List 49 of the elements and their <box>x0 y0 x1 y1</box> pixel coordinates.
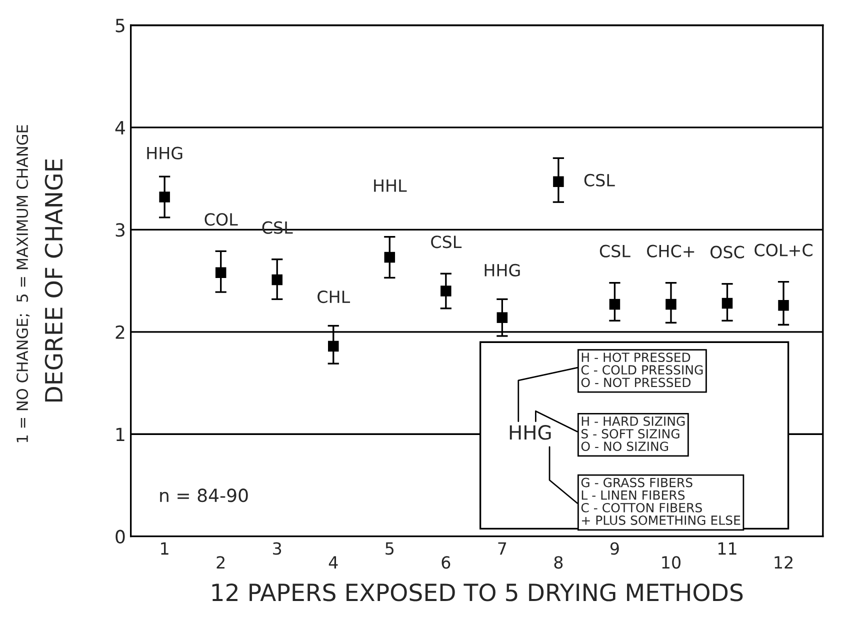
annotation: OSC <box>710 246 744 258</box>
point <box>328 340 339 352</box>
point <box>609 298 620 310</box>
point <box>722 298 733 309</box>
text: 1 = NO CHANGE; 5 = MAXIMUM CHANGE <box>16 125 30 442</box>
x-tick-label: 8 <box>554 556 563 569</box>
point <box>440 286 452 296</box>
x-tick-label: 10 <box>662 556 680 569</box>
point <box>666 298 676 310</box>
point <box>159 192 170 202</box>
annotation: n = 84-90 <box>160 488 248 502</box>
point <box>778 300 789 311</box>
annotation: CSL <box>584 174 615 186</box>
y-tick-label: 1 <box>116 428 124 441</box>
annotation: CHL <box>318 290 350 304</box>
x-tick-label: 6 <box>442 556 450 569</box>
point <box>553 176 564 188</box>
annotation: H - HARD SIZING S - SOFT SIZING O - NO SIZING <box>581 416 685 452</box>
x-tick-label: 11 <box>718 542 736 555</box>
point <box>496 312 508 323</box>
x-tick-label: 5 <box>386 542 394 555</box>
annotation: HHG <box>484 264 520 277</box>
annotation: HHG <box>147 146 182 160</box>
x-tick-label: 1 <box>161 542 168 555</box>
point <box>215 267 226 278</box>
y-tick-label: 0 <box>116 530 125 544</box>
x-tick-label: 12 <box>774 556 792 568</box>
x-tick-label: 2 <box>216 556 224 568</box>
point <box>384 252 396 263</box>
annotation: G - GRASS FIBERS L - LINEN FIBERS C - COTTON FIBERS + PLUS SOMETHING ELSE <box>581 478 740 525</box>
annotation: HHG <box>510 425 551 440</box>
x-tick-label: 7 <box>498 542 506 555</box>
x-tick-label: 4 <box>328 556 338 568</box>
y-axis-title: DEGREE OF CHANGE <box>44 159 63 402</box>
annotation: CSL <box>431 236 462 248</box>
annotation: COL+C <box>754 244 812 256</box>
x-tick-label: 3 <box>273 542 282 555</box>
y-tick-label: 3 <box>116 223 125 237</box>
annotation: COL <box>204 213 238 226</box>
annotation: CSL <box>600 244 630 258</box>
annotation: HHL <box>374 180 407 192</box>
y-tick-label: 5 <box>116 18 124 32</box>
annotation: H - HOT PRESSED C - COLD PRESSING O - NOT PRESSED <box>581 352 703 388</box>
x-axis-title: 12 PAPERS EXPOSED TO 5 DRYING METHODS <box>212 583 743 602</box>
y-tick-label: 2 <box>116 325 124 339</box>
annotation: CHC+ <box>647 244 694 258</box>
y-tick-label: 4 <box>115 121 125 134</box>
x-tick-label: 9 <box>610 542 619 555</box>
point <box>272 274 282 286</box>
